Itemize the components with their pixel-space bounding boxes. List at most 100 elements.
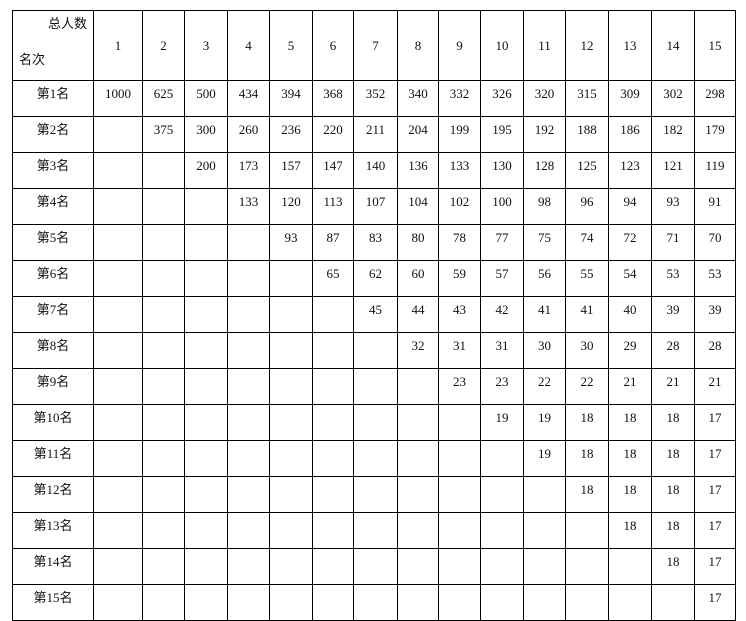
table-cell: 80	[397, 224, 439, 261]
table-cell	[184, 296, 228, 333]
table-cell: 18	[651, 512, 695, 549]
table-cell	[312, 296, 354, 333]
column-header: 12	[565, 10, 609, 81]
table-cell	[353, 368, 398, 405]
table-cell	[93, 440, 143, 477]
table-cell	[397, 440, 439, 477]
table-cell: 45	[353, 296, 398, 333]
table-cell	[184, 188, 228, 225]
table-cell: 133	[438, 152, 481, 189]
table-cell: 17	[694, 476, 736, 513]
table-cell: 17	[694, 584, 736, 621]
table-cell	[312, 332, 354, 369]
table-cell	[142, 368, 185, 405]
table-cell: 23	[480, 368, 524, 405]
table-cell	[93, 260, 143, 297]
table-cell	[184, 548, 228, 585]
table-cell	[438, 440, 481, 477]
table-cell	[438, 584, 481, 621]
table-cell: 70	[694, 224, 736, 261]
table-cell	[651, 584, 695, 621]
table-cell	[93, 404, 143, 441]
table-cell: 31	[438, 332, 481, 369]
table-cell	[269, 548, 313, 585]
table-cell: 315	[565, 80, 609, 117]
table-row: 第5名 93 87 83 80 78 77 75 74 72 71 70	[12, 224, 736, 261]
table-cell	[269, 512, 313, 549]
table-cell	[438, 548, 481, 585]
table-cell: 18	[565, 440, 609, 477]
table-cell	[93, 296, 143, 333]
table-cell: 320	[523, 80, 566, 117]
table-cell	[480, 584, 524, 621]
table-cell: 23	[438, 368, 481, 405]
table-cell	[353, 512, 398, 549]
table-cell	[312, 548, 354, 585]
table-cell: 94	[608, 188, 652, 225]
table-cell: 40	[608, 296, 652, 333]
table-cell	[269, 476, 313, 513]
table-cell: 368	[312, 80, 354, 117]
column-header: 14	[651, 10, 695, 81]
table-cell: 22	[523, 368, 566, 405]
column-header: 4	[227, 10, 270, 81]
table-row: 第12名 18 18 18 17	[12, 476, 736, 513]
table-cell	[142, 512, 185, 549]
table-cell: 30	[565, 332, 609, 369]
table-cell: 211	[353, 116, 398, 153]
table-cell: 625	[142, 80, 185, 117]
table-cell	[227, 332, 270, 369]
ranking-table: 总人数 名次 1 2 3 4 5 6 7 8 9 10 11 12 13 14 15 第1名 1000 625 5…	[12, 10, 736, 621]
table-cell	[353, 440, 398, 477]
table-cell	[184, 224, 228, 261]
table-cell	[312, 368, 354, 405]
table-cell: 18	[608, 404, 652, 441]
table-cell: 147	[312, 152, 354, 189]
table-cell: 136	[397, 152, 439, 189]
header-row: 总人数 名次 1 2 3 4 5 6 7 8 9 10 11 12 13 14 15	[12, 10, 736, 81]
table-cell	[142, 440, 185, 477]
table-cell	[312, 512, 354, 549]
column-header: 7	[353, 10, 398, 81]
table-cell	[565, 584, 609, 621]
table-cell: 236	[269, 116, 313, 153]
table-cell: 91	[694, 188, 736, 225]
table-cell	[269, 404, 313, 441]
column-header: 11	[523, 10, 566, 81]
table-cell: 18	[608, 476, 652, 513]
table-cell: 130	[480, 152, 524, 189]
table-cell	[184, 512, 228, 549]
table-cell: 192	[523, 116, 566, 153]
column-header: 9	[438, 10, 481, 81]
table-cell: 200	[184, 152, 228, 189]
table-cell: 394	[269, 80, 313, 117]
table-cell: 1000	[93, 80, 143, 117]
table-cell: 72	[608, 224, 652, 261]
table-cell: 39	[694, 296, 736, 333]
table-cell: 18	[608, 440, 652, 477]
table-cell: 17	[694, 440, 736, 477]
table-row: 第10名 19 19 18 18 18 17	[12, 404, 736, 441]
table-cell	[184, 260, 228, 297]
table-cell: 17	[694, 404, 736, 441]
row-label: 第3名	[12, 152, 94, 189]
table-cell: 21	[694, 368, 736, 405]
table-cell: 28	[694, 332, 736, 369]
table-cell: 302	[651, 80, 695, 117]
table-cell	[142, 260, 185, 297]
table-cell	[227, 368, 270, 405]
table-cell	[438, 512, 481, 549]
table-cell: 28	[651, 332, 695, 369]
table-cell: 77	[480, 224, 524, 261]
table-cell: 55	[565, 260, 609, 297]
column-header: 13	[608, 10, 652, 81]
row-label: 第7名	[12, 296, 94, 333]
table-cell	[312, 440, 354, 477]
table-cell	[93, 512, 143, 549]
table-cell	[438, 476, 481, 513]
table-cell: 18	[565, 476, 609, 513]
table-cell	[142, 332, 185, 369]
table-cell: 29	[608, 332, 652, 369]
table-cell: 434	[227, 80, 270, 117]
row-label: 第2名	[12, 116, 94, 153]
